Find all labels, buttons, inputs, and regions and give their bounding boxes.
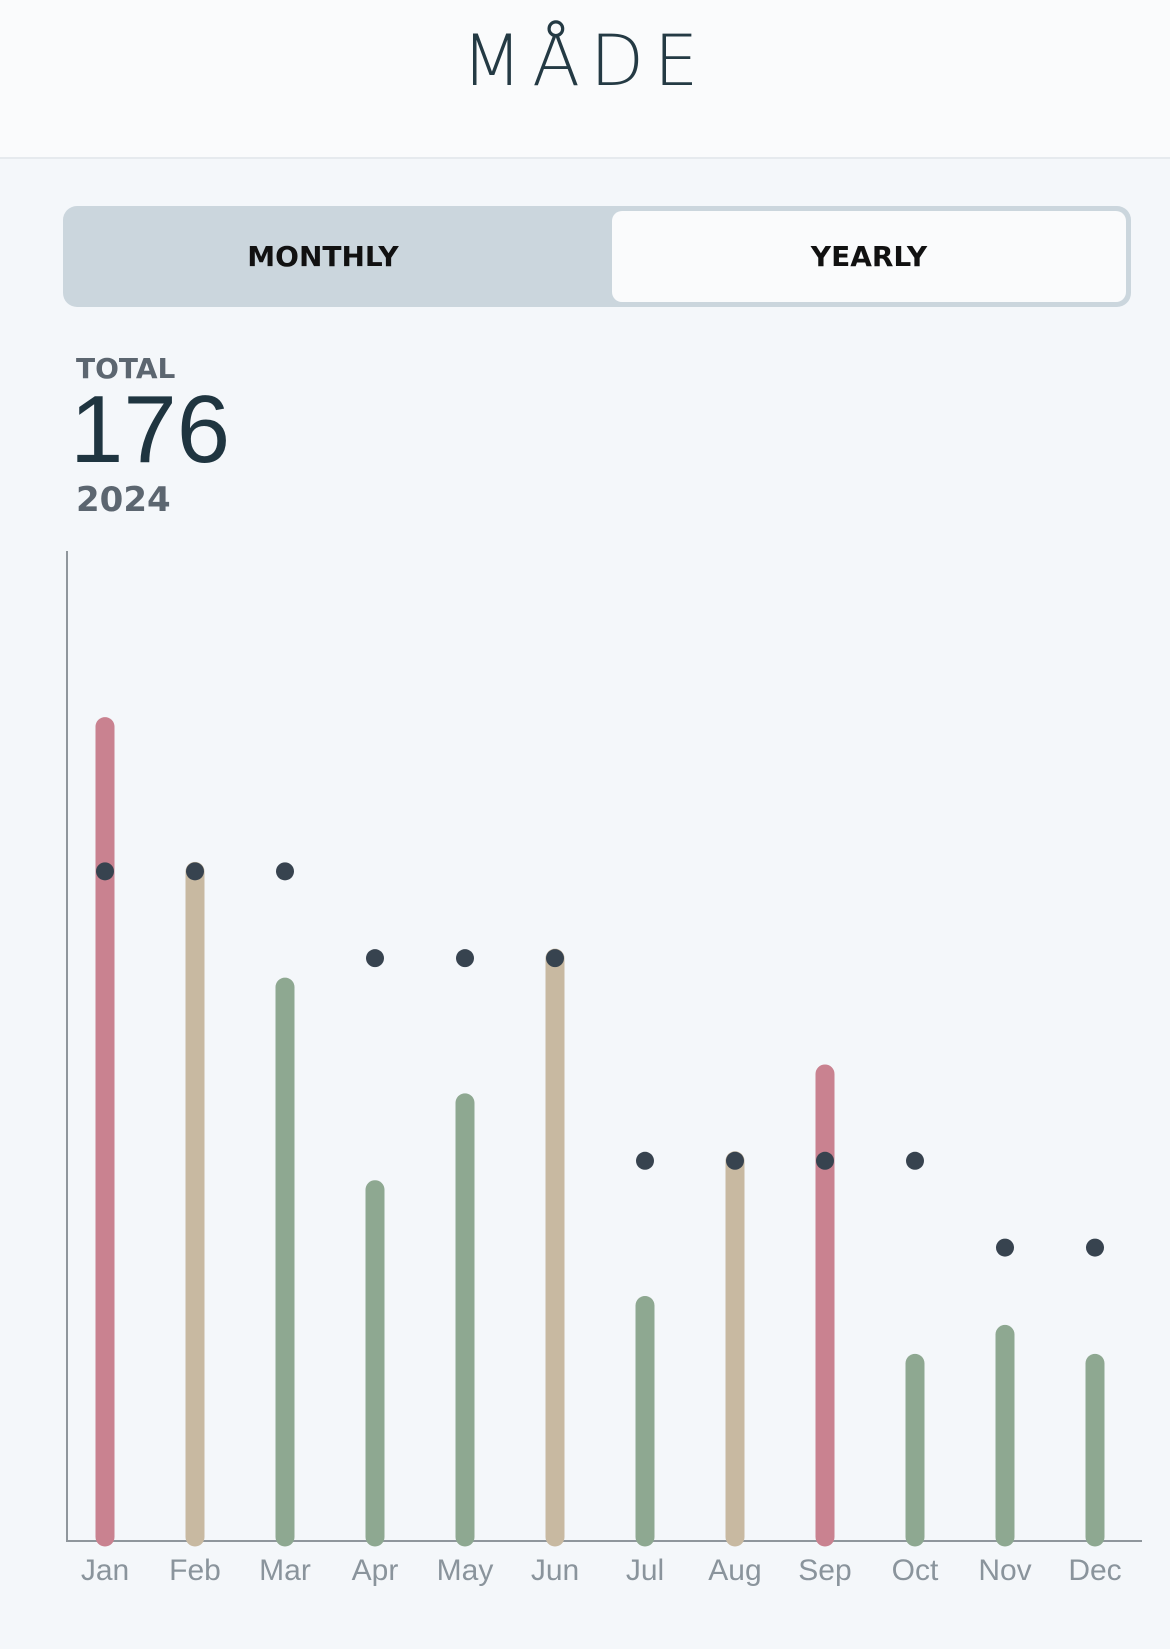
bar <box>365 1180 385 1547</box>
bar <box>1085 1353 1105 1547</box>
monthly-button[interactable]: MONTHLY <box>247 240 399 273</box>
x-tick-label: Dec <box>1068 1554 1121 1587</box>
bar <box>455 1093 475 1547</box>
target-dot <box>636 1151 654 1170</box>
target-dot <box>96 862 114 881</box>
x-tick-label: Oct <box>892 1554 939 1587</box>
bar <box>635 1295 655 1547</box>
x-tick-label: Jan <box>81 1554 129 1587</box>
bar <box>815 1064 835 1547</box>
x-tick-label: May <box>437 1554 494 1587</box>
target-dot <box>726 1151 744 1170</box>
year: 2024 <box>76 480 171 520</box>
total-value: 176 <box>70 376 231 483</box>
bar <box>725 1151 745 1547</box>
x-tick-label: Apr <box>352 1554 399 1587</box>
bar <box>185 861 205 1547</box>
target-dot <box>546 949 564 968</box>
bar <box>995 1324 1015 1547</box>
period-toggle: MONTHLY YEARLY <box>63 206 1131 307</box>
x-tick-label: Mar <box>259 1554 311 1587</box>
bar <box>905 1353 925 1547</box>
bar <box>545 948 565 1547</box>
bar <box>95 717 115 1547</box>
header: MÅDE <box>0 0 1170 159</box>
target-dot <box>1086 1238 1104 1257</box>
target-dot <box>186 862 204 881</box>
target-dot <box>456 949 474 968</box>
x-tick-label: Jun <box>531 1554 579 1587</box>
total-label: TOTAL <box>76 352 176 385</box>
yearly-button[interactable]: YEARLY <box>612 211 1126 302</box>
x-tick-label: Sep <box>798 1554 851 1587</box>
x-tick-label: Aug <box>708 1554 761 1587</box>
target-dot <box>366 949 384 968</box>
logo: MÅDE <box>461 20 709 102</box>
target-dot <box>816 1151 834 1170</box>
target-dot <box>996 1238 1014 1257</box>
target-dot <box>276 862 294 881</box>
x-tick-label: Feb <box>169 1554 221 1587</box>
x-tick-label: Jul <box>626 1554 664 1587</box>
target-dot <box>906 1151 924 1170</box>
x-tick-label: Nov <box>978 1554 1031 1587</box>
bar <box>275 977 295 1547</box>
